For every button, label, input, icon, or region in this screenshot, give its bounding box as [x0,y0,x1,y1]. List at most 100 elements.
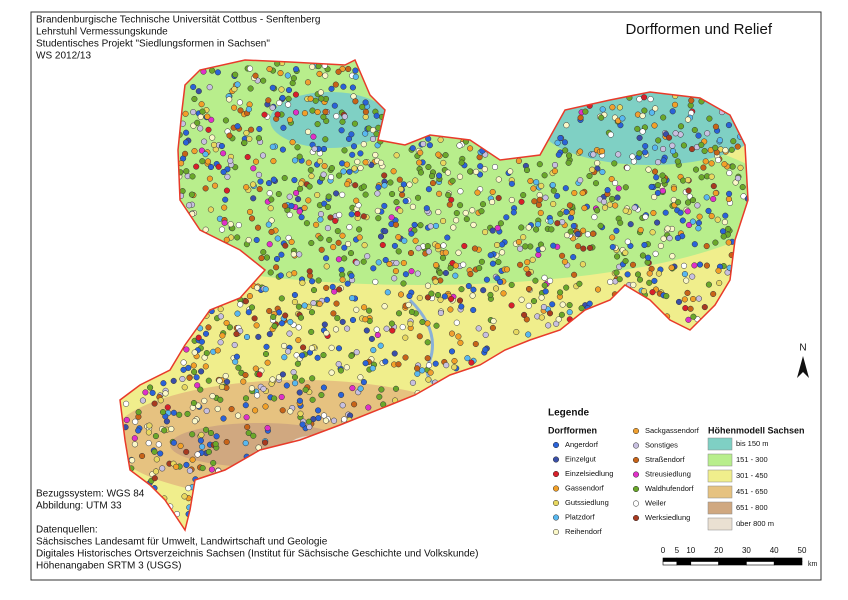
village-dot [349,295,356,302]
village-dot [197,437,204,444]
village-dot [333,300,340,307]
village-dot [482,331,489,338]
village-dot [437,309,444,316]
village-dot [426,142,433,149]
village-dot [576,280,583,287]
village-dot [348,211,355,218]
village-dot [308,239,315,247]
village-dot [347,250,355,257]
village-dot [448,348,456,355]
village-dot [701,147,708,155]
village-dot [235,222,242,229]
village-dot [721,161,728,168]
village-dot [352,67,359,74]
village-dot [252,158,260,165]
village-dot [295,303,302,310]
village-dot [464,355,471,362]
village-dot [182,150,189,157]
scale-unit: km [808,561,818,568]
village-dot [688,97,695,104]
legend-swatch [707,517,733,531]
village-dot [532,277,539,284]
village-dot [570,222,577,230]
village-dot [607,278,614,285]
village-dot [343,364,350,371]
village-dot [712,190,719,197]
village-dot [489,188,496,196]
village-dot [407,249,415,257]
village-dot [177,442,184,449]
village-dot [541,282,548,289]
village-dot [425,186,432,193]
village-dot [525,331,532,338]
village-dot [555,151,562,158]
village-dot [594,207,601,214]
scale-segment [746,561,775,566]
village-dot [698,141,705,148]
village-dot [396,176,403,183]
village-dot [674,234,681,242]
village-dot [456,173,464,180]
village-dot [377,233,385,240]
village-dot [547,277,554,284]
village-dot [651,168,659,175]
village-dot [252,72,259,79]
village-dot [234,310,241,317]
village-dot [296,397,303,404]
village-dot [219,332,226,339]
village-dot [681,296,688,303]
village-dot [414,270,421,277]
village-dot [546,310,554,317]
village-dot [592,180,600,187]
village-dot [662,209,669,216]
village-dot [689,218,696,225]
village-dot [294,360,301,367]
legend-label: 451 - 650 [736,487,768,496]
village-dot [690,313,697,320]
legend-label: Straßendorf [645,455,686,464]
village-dot [267,269,274,276]
village-dot [256,371,263,378]
village-dot [335,361,342,368]
village-dot [566,309,573,316]
village-dot [550,187,557,194]
village-dot [566,302,573,309]
village-dot [582,108,589,115]
village-dot [660,157,667,164]
village-dot [395,248,402,255]
village-dot [330,244,337,251]
village-dot [256,125,263,133]
village-dot [246,293,253,300]
village-dot [316,300,323,307]
village-dot [204,158,212,165]
village-dot [149,389,156,396]
village-dot [476,154,483,161]
village-dot [185,485,192,492]
village-dot [312,97,319,104]
village-dot [298,214,305,221]
village-dot [292,109,300,116]
village-dot [198,101,205,108]
village-dot [554,139,561,146]
village-dot [507,168,514,175]
village-dot [265,97,272,104]
village-dot [428,290,435,297]
village-dot [341,416,348,423]
village-dot [375,259,382,266]
village-dot [186,374,193,381]
village-dot [460,261,467,268]
village-dot [232,358,239,365]
village-dot [153,456,160,463]
village-dot [317,216,324,223]
village-dot [539,245,546,252]
village-dot [317,235,324,242]
village-dot [352,73,359,80]
village-dot [237,301,244,308]
village-dot [622,257,629,265]
village-dot [181,384,188,391]
village-dot [301,110,308,117]
village-dot [554,192,561,199]
village-dot [218,142,225,150]
village-dot [508,302,515,309]
village-dot [694,202,701,209]
